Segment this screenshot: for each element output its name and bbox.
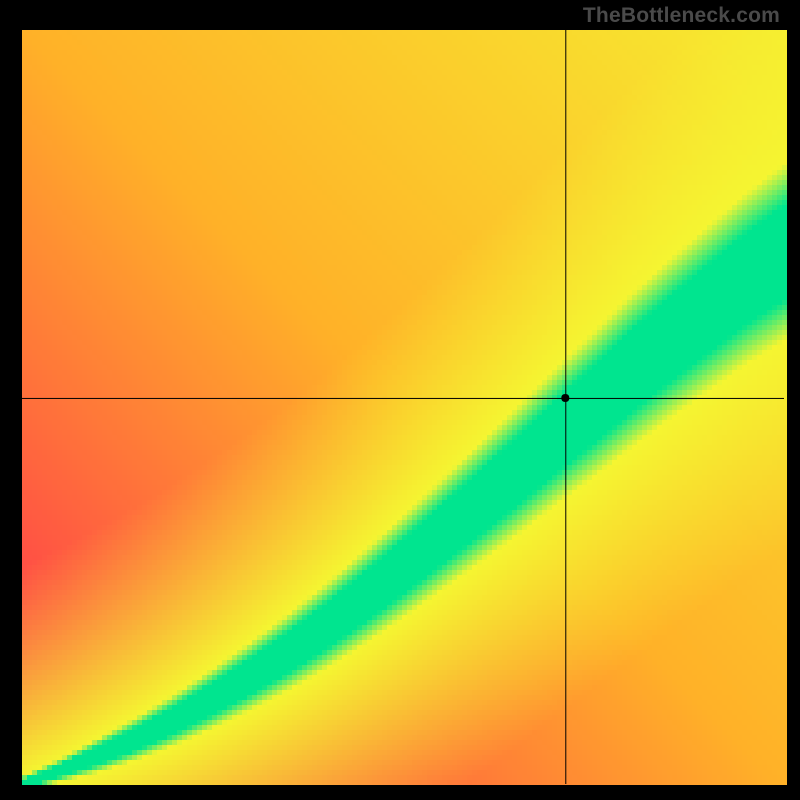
watermark-text: TheBottleneck.com [583,4,780,28]
bottleneck-heatmap [0,0,800,800]
chart-container: TheBottleneck.com [0,0,800,800]
